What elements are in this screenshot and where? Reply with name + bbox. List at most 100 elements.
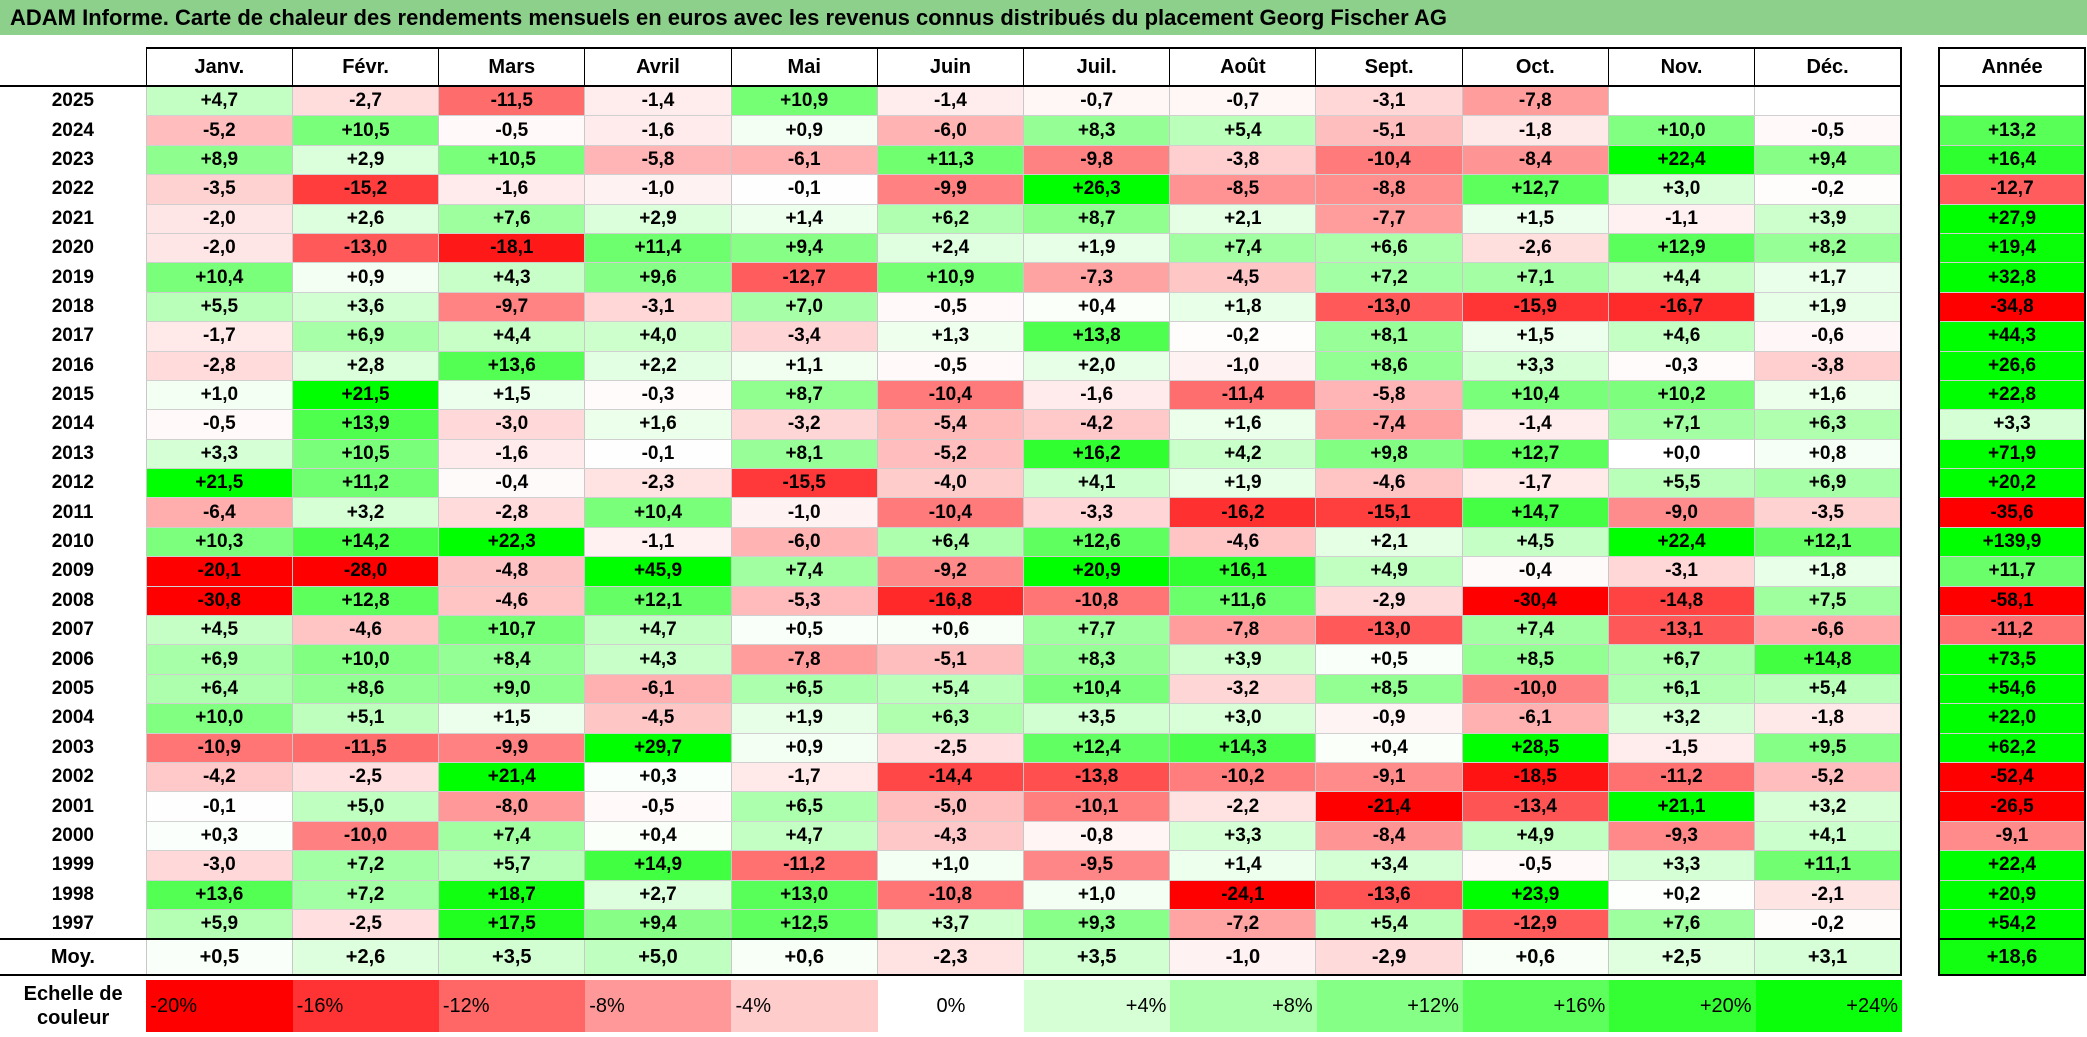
year-label: 2025 xyxy=(51,90,94,112)
year-row: 2001 -0,1 +5,0 -8,0 -0,5 +6,5 -5,0 -10,1 -2,2 -21… xyxy=(0,791,1903,822)
heatmap-cell: +2,9 xyxy=(291,145,439,176)
heatmap-cell: +22,4 xyxy=(1607,527,1755,558)
heatmap-cell: +0,5 xyxy=(730,615,878,646)
heatmap-cell: +3,2 xyxy=(291,497,439,528)
heatmap-cell: -1,7 xyxy=(145,321,293,352)
heatmap-cell: +1,9 xyxy=(1023,233,1170,264)
heatmap-cell: +12,9 xyxy=(1607,233,1755,264)
heatmap-cell: +13,0 xyxy=(730,880,878,910)
heatmap-cell: +1,4 xyxy=(1169,850,1316,881)
color-scale-label: Echelle de couleur xyxy=(23,983,123,1029)
heatmap-cell: -2,3 xyxy=(584,468,732,499)
heatmap-cell: -10,8 xyxy=(876,880,1024,910)
heatmap-cell: -10,1 xyxy=(1023,791,1170,822)
heatmap-cell: +21,5 xyxy=(291,380,439,411)
average-cell: -2,9 xyxy=(1315,938,1463,977)
heatmap-cell: -0,2 xyxy=(1754,909,1903,940)
heatmap-cell: -5,4 xyxy=(876,409,1024,440)
heatmap-cell: +12,1 xyxy=(584,586,732,617)
heatmap-cell: +6,9 xyxy=(291,321,439,352)
year-row: 2010 +10,3 +14,2 +22,3 -1,1 -6,0 +6,4 +12,6 -4,6… xyxy=(0,527,1903,558)
heatmap-cell: -1,8 xyxy=(1754,703,1903,734)
average-row: Moy. +0,5 +2,6 +3,5 +5,0 +0,6 -2,3 +3,5 -1,0 -2,9… xyxy=(0,938,1903,977)
heatmap-cell: +6,5 xyxy=(730,791,878,822)
heatmap-cell: +5,4 xyxy=(1754,674,1903,705)
heatmap-cell: -8,5 xyxy=(1169,174,1316,205)
heatmap-cell: -13,8 xyxy=(1023,762,1170,793)
heatmap-cell: -5,8 xyxy=(1315,380,1463,411)
heatmap-cell: -2,1 xyxy=(1754,880,1903,910)
heatmap-cell: +11,1 xyxy=(1754,850,1903,881)
heatmap-cell: -1,0 xyxy=(584,174,732,205)
heatmap-cell: -2,2 xyxy=(1169,791,1316,822)
year-row: 1997 +5,9 -2,5 +17,5 +9,4 +12,5 +3,7 +9,3 -7,2 +5… xyxy=(0,909,1903,940)
heatmap-cell: -0,4 xyxy=(1461,556,1609,587)
heatmap-cell: -2,7 xyxy=(291,86,439,117)
heatmap-cell: +0,4 xyxy=(1315,733,1463,763)
month-header: Juin xyxy=(876,47,1024,87)
heatmap-cell: +4,6 xyxy=(1607,321,1755,352)
year-row: 2019 +10,4 +0,9 +4,3 +9,6 -12,7 +10,9 -7,3 -4,5 +… xyxy=(0,262,1903,293)
heatmap-cell: +8,5 xyxy=(1461,644,1609,675)
month-header: Déc. xyxy=(1754,47,1903,87)
heatmap-cell: -9,2 xyxy=(876,556,1024,587)
annual-total-cell: -26,5 xyxy=(1938,791,2086,822)
heatmap-cell: -9,3 xyxy=(1607,821,1755,852)
heatmap-cell: -0,2 xyxy=(1169,321,1316,352)
month-header: Août xyxy=(1169,47,1316,87)
heatmap-cell: -7,8 xyxy=(1461,86,1609,117)
heatmap-cell: +14,9 xyxy=(584,850,732,881)
heatmap-cell: +8,9 xyxy=(145,145,293,176)
heatmap-cell: -30,8 xyxy=(145,586,293,617)
annual-total-cell: +54,2 xyxy=(1938,909,2086,940)
annual-total-cell: +71,9 xyxy=(1938,439,2086,470)
heatmap-cell: +3,5 xyxy=(1023,703,1170,734)
heatmap-cell: +5,5 xyxy=(145,292,293,323)
heatmap-cell: +1,0 xyxy=(145,380,293,411)
average-cell: -1,0 xyxy=(1169,938,1316,977)
color-scale-swatch: 0% xyxy=(877,980,1025,1032)
heatmap-cell: +10,4 xyxy=(584,497,732,528)
annual-total-cell: +11,7 xyxy=(1938,556,2086,587)
year-label: 2019 xyxy=(51,266,94,288)
heatmap-cell: +8,3 xyxy=(1023,115,1170,146)
heatmap-cell: -7,4 xyxy=(1315,409,1463,440)
heatmap-cell: +22,4 xyxy=(1607,145,1755,176)
heatmap-cell: +1,6 xyxy=(1169,409,1316,440)
heatmap-cell: +0,3 xyxy=(145,821,293,852)
heatmap-cell: +7,4 xyxy=(438,821,585,852)
heatmap-cell: -2,0 xyxy=(145,233,293,264)
heatmap-cell: -11,4 xyxy=(1169,380,1316,411)
heatmap-cell: +3,4 xyxy=(1315,850,1463,881)
annual-total-body: +13,2 +16,4 -12,7 +27,9 +19,4 +32,8 -34,8 +44,3… xyxy=(1938,86,2086,977)
heatmap-cell: +7,1 xyxy=(1461,262,1609,293)
year-row: 2021 -2,0 +2,6 +7,6 +2,9 +1,4 +6,2 +8,7 +2,1 -7,7… xyxy=(0,204,1903,234)
year-row: 2004 +10,0 +5,1 +1,5 -4,5 +1,9 +6,3 +3,5 +3,0 -0,… xyxy=(0,703,1903,734)
annual-total-cell: -35,6 xyxy=(1938,497,2086,528)
year-label: 2006 xyxy=(51,648,94,670)
heatmap-cell: -6,0 xyxy=(730,527,878,558)
heatmap-cell: -1,6 xyxy=(438,174,585,205)
heatmap-cell: +8,1 xyxy=(730,439,878,470)
heatmap-cell: +6,3 xyxy=(876,703,1024,734)
heatmap-cell: -9,8 xyxy=(1023,145,1170,176)
heatmap-cell: -1,0 xyxy=(1169,351,1316,381)
heatmap-cell: +6,6 xyxy=(1315,233,1463,264)
heatmap-cell: -4,6 xyxy=(1169,527,1316,558)
heatmap-cell: -3,4 xyxy=(730,321,878,352)
heatmap-cell: -8,8 xyxy=(1315,174,1463,205)
heatmap-cell: +12,7 xyxy=(1461,439,1609,470)
heatmap-cell: -10,4 xyxy=(876,380,1024,411)
heatmap-cell: +10,9 xyxy=(876,262,1024,293)
heatmap-cell: +13,9 xyxy=(291,409,439,440)
year-label: 1999 xyxy=(51,854,94,876)
heatmap-cell: +10,3 xyxy=(145,527,293,558)
color-scale-swatch: +12% xyxy=(1316,980,1463,1032)
heatmap-cell: +11,4 xyxy=(584,233,732,264)
heatmap-cell: -7,7 xyxy=(1315,204,1463,234)
heatmap-cell: +6,5 xyxy=(730,674,878,705)
year-row: 2007 +4,5 -4,6 +10,7 +4,7 +0,5 +0,6 +7,7 -7,8 -13… xyxy=(0,615,1903,646)
year-row: 2006 +6,9 +10,0 +8,4 +4,3 -7,8 -5,1 +8,3 +3,9 +0,… xyxy=(0,644,1903,675)
year-label: 2024 xyxy=(51,119,94,141)
heatmap-cell: -4,2 xyxy=(145,762,293,793)
